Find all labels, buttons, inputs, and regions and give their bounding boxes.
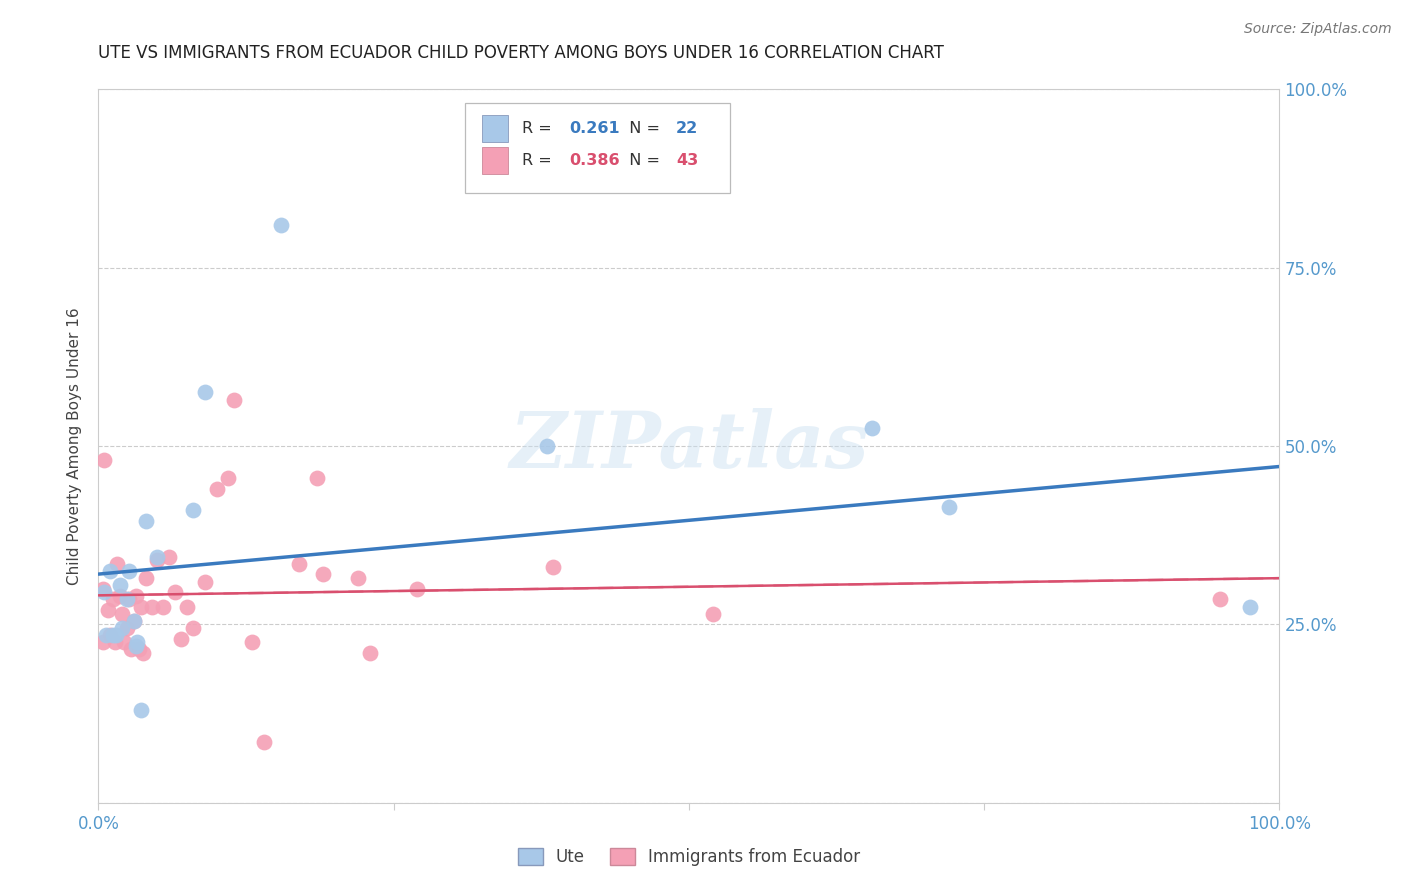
Point <box>125 589 148 603</box>
Point <box>312 567 335 582</box>
Text: Source: ZipAtlas.com: Source: ZipAtlas.com <box>1244 22 1392 37</box>
Text: ZIPatlas: ZIPatlas <box>509 408 869 484</box>
Point <box>118 564 141 578</box>
Point <box>135 514 157 528</box>
Point <box>108 578 131 592</box>
Point <box>194 385 217 400</box>
Point <box>118 592 141 607</box>
Point <box>347 571 370 585</box>
Point <box>93 453 115 467</box>
Text: N =: N = <box>619 153 665 168</box>
Point <box>91 635 114 649</box>
Point <box>104 635 127 649</box>
Point <box>132 646 155 660</box>
Point <box>129 599 152 614</box>
Point <box>108 589 131 603</box>
Point <box>205 482 228 496</box>
Text: R =: R = <box>523 153 557 168</box>
Point <box>181 503 204 517</box>
Point <box>165 585 187 599</box>
FancyBboxPatch shape <box>482 115 508 142</box>
Point <box>406 582 429 596</box>
Point <box>146 553 169 567</box>
Legend: Ute, Immigrants from Ecuador: Ute, Immigrants from Ecuador <box>510 841 868 873</box>
Point <box>129 703 152 717</box>
Point <box>111 607 134 621</box>
Point <box>152 599 174 614</box>
Point <box>135 571 157 585</box>
Text: 0.386: 0.386 <box>569 153 620 168</box>
Point <box>536 439 558 453</box>
Point <box>128 642 150 657</box>
Point <box>1239 599 1261 614</box>
Point <box>105 628 128 642</box>
Point <box>305 471 328 485</box>
Text: UTE VS IMMIGRANTS FROM ECUADOR CHILD POVERTY AMONG BOYS UNDER 16 CORRELATION CHA: UTE VS IMMIGRANTS FROM ECUADOR CHILD POV… <box>98 45 945 62</box>
Point <box>97 603 120 617</box>
Point <box>217 471 239 485</box>
Point <box>541 560 564 574</box>
Point <box>115 621 138 635</box>
Point <box>288 557 311 571</box>
Point <box>702 607 724 621</box>
Text: N =: N = <box>619 121 665 136</box>
Point <box>253 735 276 749</box>
Point <box>111 621 134 635</box>
Text: R =: R = <box>523 121 557 136</box>
Text: 22: 22 <box>676 121 699 136</box>
Point <box>94 628 117 642</box>
Point <box>1209 592 1232 607</box>
Point <box>101 628 124 642</box>
Point <box>91 582 114 596</box>
Point <box>122 614 145 628</box>
Point <box>141 599 163 614</box>
Point <box>98 628 121 642</box>
Y-axis label: Child Poverty Among Boys Under 16: Child Poverty Among Boys Under 16 <box>67 307 83 585</box>
Point <box>224 392 246 407</box>
Point <box>122 614 145 628</box>
Point <box>121 642 143 657</box>
Point <box>359 646 381 660</box>
Point <box>115 592 138 607</box>
Point <box>127 635 149 649</box>
Point <box>98 564 121 578</box>
Text: 0.261: 0.261 <box>569 121 620 136</box>
Point <box>112 635 135 649</box>
Point <box>101 592 124 607</box>
Point <box>270 218 292 232</box>
Point <box>105 557 128 571</box>
Point <box>860 421 883 435</box>
Point <box>125 639 148 653</box>
Point <box>170 632 193 646</box>
FancyBboxPatch shape <box>464 103 730 193</box>
Point <box>157 549 180 564</box>
FancyBboxPatch shape <box>482 147 508 174</box>
Point <box>146 549 169 564</box>
Point <box>176 599 198 614</box>
Text: 43: 43 <box>676 153 699 168</box>
Point <box>93 585 115 599</box>
Point <box>181 621 204 635</box>
Point <box>240 635 263 649</box>
Point <box>938 500 960 514</box>
Point <box>194 574 217 589</box>
